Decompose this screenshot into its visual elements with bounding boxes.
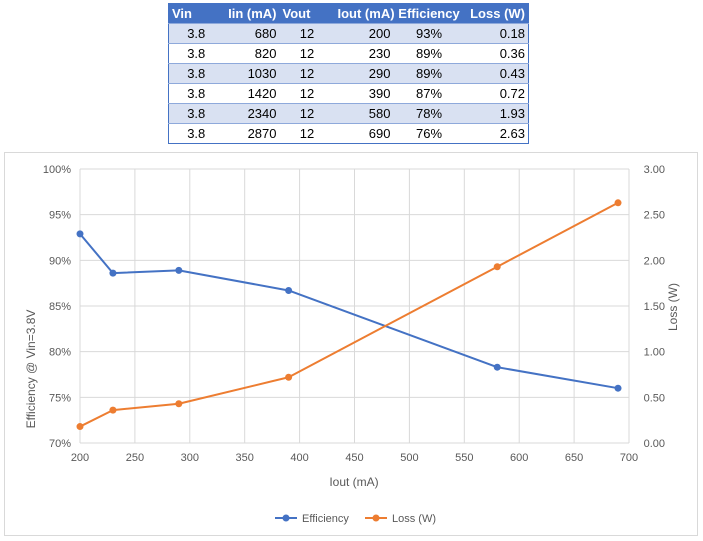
cell-vin[interactable]: 3.8 [168,23,224,44]
loss-point[interactable] [175,400,183,408]
y-tick-label: 85% [49,301,71,313]
cell-iin[interactable]: 2340 [223,103,280,124]
data-table: Vin Iin (mA) Vout Iout (mA) Efficiency L… [168,3,529,144]
cell-efficiency[interactable]: 89% [393,63,465,84]
y2-tick-label: 1.50 [644,301,665,313]
x-axis-title: Iout (mA) [329,475,378,489]
y-axis-title: Efficiency @ Vin=3.8V [24,310,38,429]
cell-iout[interactable]: 580 [334,103,394,124]
loss-point[interactable] [76,423,84,431]
y2-tick-label: 3.00 [644,164,665,176]
y-tick-label: 80% [49,347,71,359]
efficiency-point[interactable] [493,363,501,371]
cell-iin[interactable]: 2870 [223,123,280,144]
legend-loss-label[interactable]: Loss (W) [392,513,436,525]
x-tick-label: 300 [181,452,199,464]
table-row: 3.8 2340 12 580 78% 1.93 [168,103,529,124]
table-row: 3.8 1420 12 390 87% 0.72 [168,83,529,104]
efficiency-point[interactable] [109,269,117,277]
x-tick-label: 350 [236,452,254,464]
cell-vin[interactable]: 3.8 [168,123,224,144]
legend-efficiency-marker [282,514,290,522]
x-tick-label: 700 [620,452,638,464]
cell-vout[interactable]: 12 [279,43,335,64]
cell-loss[interactable]: 0.72 [464,83,529,104]
header-vout[interactable]: Vout [279,3,335,24]
cell-iin[interactable]: 680 [223,23,280,44]
cell-iout[interactable]: 690 [334,123,394,144]
x-tick-label: 600 [510,452,528,464]
y-tick-label: 100% [43,164,71,176]
y2-tick-label: 1.00 [644,347,665,359]
x-tick-label: 250 [126,452,144,464]
cell-vin[interactable]: 3.8 [168,83,224,104]
efficiency-point[interactable] [175,266,183,274]
y2-tick-label: 2.00 [644,255,665,267]
loss-line[interactable] [79,201,619,428]
cell-vout[interactable]: 12 [279,23,335,44]
cell-efficiency[interactable]: 76% [393,123,465,144]
header-efficiency[interactable]: Efficiency [393,3,465,24]
cell-loss[interactable]: 0.18 [464,23,529,44]
loss-point[interactable] [614,199,622,207]
cell-vin[interactable]: 3.8 [168,63,224,84]
y2-tick-label: 0.00 [644,438,665,450]
table-row: 3.8 680 12 200 93% 0.18 [168,23,529,44]
y2-tick-label: 2.50 [644,210,665,222]
cell-vin[interactable]: 3.8 [168,43,224,64]
loss-point[interactable] [285,373,293,381]
header-vin[interactable]: Vin [168,3,224,24]
legend: Efficiency Loss (W) [275,513,436,525]
efficiency-line[interactable] [79,233,619,390]
loss-point[interactable] [109,406,117,414]
legend-efficiency-label[interactable]: Efficiency [302,513,349,525]
x-tick-label: 550 [455,452,473,464]
cell-iout[interactable]: 290 [334,63,394,84]
cell-loss[interactable]: 2.63 [464,123,529,144]
cell-loss[interactable]: 1.93 [464,103,529,124]
table-row: 3.8 2870 12 690 76% 2.63 [168,123,529,144]
chart-area[interactable]: 70% 0.00 75% 0.50 80% 1.00 85% 1.50 90% 2.00 95% 2.… [4,152,698,536]
cell-efficiency[interactable]: 78% [393,103,465,124]
table-header-row: Vin Iin (mA) Vout Iout (mA) Efficiency L… [168,3,529,24]
cell-iin[interactable]: 1420 [223,83,280,104]
header-iout[interactable]: Iout (mA) [334,3,395,24]
header-loss[interactable]: Loss (W) [464,3,529,24]
cell-efficiency[interactable]: 87% [393,83,465,104]
x-tick-label: 200 [71,452,89,464]
cell-vout[interactable]: 12 [279,83,335,104]
x-tick-label: 450 [345,452,363,464]
cell-iin[interactable]: 820 [223,43,280,64]
cell-iin[interactable]: 1030 [223,63,280,84]
cell-loss[interactable]: 0.36 [464,43,529,64]
cell-efficiency[interactable]: 89% [393,43,465,64]
x-tick-label: 400 [290,452,308,464]
efficiency-point[interactable] [285,286,293,294]
efficiency-point[interactable] [614,384,622,392]
y2-tick-label: 0.50 [644,392,665,404]
y-tick-label: 75% [49,392,71,404]
cell-loss[interactable]: 0.43 [464,63,529,84]
y-tick-label: 95% [49,210,71,222]
y-tick-label: 70% [49,438,71,450]
cell-vout[interactable]: 12 [279,123,335,144]
table-row: 3.8 820 12 230 89% 0.36 [168,43,529,64]
x-tick-label: 650 [565,452,583,464]
cell-iout[interactable]: 200 [334,23,394,44]
table-row: 3.8 1030 12 290 89% 0.43 [168,63,529,84]
cell-iout[interactable]: 230 [334,43,394,64]
loss-point[interactable] [493,263,501,271]
x-tick-label: 500 [400,452,418,464]
y2-axis-title: Loss (W) [666,283,680,331]
cell-vout[interactable]: 12 [279,63,335,84]
efficiency-point[interactable] [76,230,84,238]
cell-vin[interactable]: 3.8 [168,103,224,124]
chart-svg: 70% 0.00 75% 0.50 80% 1.00 85% 1.50 90% 2.00 95% 2.… [24,164,680,525]
cell-efficiency[interactable]: 93% [393,23,465,44]
y-tick-label: 90% [49,255,71,267]
cell-iout[interactable]: 390 [334,83,394,104]
legend-loss-marker [372,514,380,522]
header-iin[interactable]: Iin (mA) [223,3,280,24]
cell-vout[interactable]: 12 [279,103,335,124]
